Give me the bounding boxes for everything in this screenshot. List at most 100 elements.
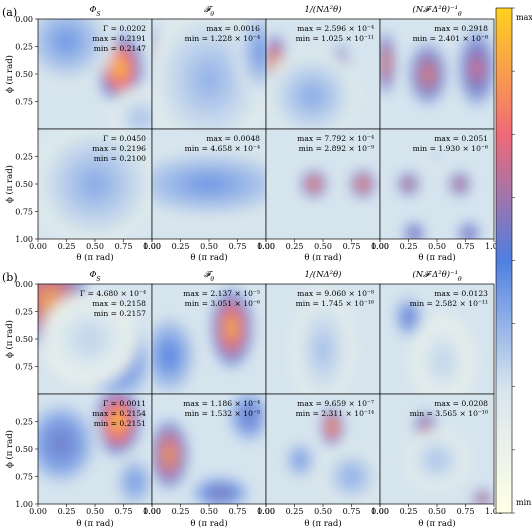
x-axis-label: θ (π rad) <box>76 518 113 529</box>
cell-annotation: Γ = 0.0202 <box>103 24 146 33</box>
heatmap-blob <box>405 38 450 110</box>
heatmap-cell <box>380 394 494 504</box>
column-title-main: 1/(NΔ²θ) <box>304 269 341 280</box>
heatmap-cell <box>380 19 494 129</box>
y-tick-label: 0.25 <box>15 43 33 52</box>
x-tick-label: 0.50 <box>314 242 332 251</box>
x-tick-label: 0.75 <box>343 242 361 251</box>
y-tick-label: 0.50 <box>15 445 33 454</box>
heatmap-blob <box>348 168 378 200</box>
x-tick-label: 0.50 <box>200 507 218 516</box>
heatmap-cell <box>38 129 152 239</box>
column-title-subscript: S <box>96 11 100 18</box>
cell-annotation: max = 2.137 × 10⁻⁵ <box>183 289 260 298</box>
column-title-main: (N𝓕·Δ²θ)⁻¹ <box>412 4 458 15</box>
heatmap-blob <box>406 308 480 394</box>
heatmap-blob <box>152 415 191 494</box>
heatmap-cell <box>152 394 266 504</box>
x-tick-label: 1.00 <box>371 242 389 251</box>
cell-annotation: max = 2.596 × 10⁻⁴ <box>297 24 374 33</box>
heatmap-blob <box>208 284 256 372</box>
x-tick-label: 0.50 <box>428 507 446 516</box>
column-title-subscript: θ <box>458 11 462 18</box>
x-axis-label: θ (π rad) <box>304 252 341 263</box>
heatmap-cell <box>38 394 152 504</box>
x-tick-label: 0.25 <box>400 507 418 516</box>
heatmap-cell <box>38 284 152 394</box>
cell-annotation: Γ = 4.680 × 10⁻⁴ <box>80 289 146 298</box>
x-axis-label: θ (π rad) <box>418 252 455 263</box>
colorbar-gradient <box>495 7 513 514</box>
column-title-subscript: S <box>96 276 100 283</box>
panels: (a) ΦS 𝓕θ 1/(NΔ²θ) (N𝓕·Δ²θ)⁻¹θΓ = 0.0202max … <box>2 4 503 529</box>
heatmap-blob <box>38 394 107 497</box>
heatmap-blob <box>278 433 323 487</box>
x-tick-label: 0.75 <box>457 242 475 251</box>
x-tick-label: 0.25 <box>172 507 190 516</box>
heatmap-blob <box>152 140 266 228</box>
x-tick-label: 0.75 <box>229 507 247 516</box>
panel-b: (b) ΦS 𝓕θ 1/(NΔ²θ) (N𝓕·Δ²θ)⁻¹θΓ = 4.680 × 10… <box>2 269 503 529</box>
cell-annotation: min = 1.745 × 10⁻¹⁶ <box>296 299 374 308</box>
x-tick-label: 0.25 <box>58 507 76 516</box>
column-title-main: Φ <box>89 5 96 15</box>
y-tick-label: 0.50 <box>15 335 33 344</box>
heatmap-blob <box>315 441 380 504</box>
cell-annotation: min = 2.582 × 10⁻¹¹ <box>410 299 488 308</box>
column-title-main: 1/(NΔ²θ) <box>304 4 341 15</box>
heatmap-blob <box>266 43 367 129</box>
column-title-main: Φ <box>89 270 96 280</box>
column-title-subscript: θ <box>458 276 462 283</box>
cell-annotation: Γ = 0.0011 <box>103 399 146 408</box>
x-tick-label: 0.50 <box>200 242 218 251</box>
y-tick-label: 1.00 <box>15 235 33 244</box>
cell-annotation: min = 2.311 × 10⁻¹⁴ <box>296 409 374 418</box>
cell-annotation: max = 9.659 × 10⁻⁷ <box>297 399 374 408</box>
x-axis-label: θ (π rad) <box>190 252 227 263</box>
cell-annotation: min = 3.565 × 10⁻¹⁰ <box>410 409 488 418</box>
cell-annotation: max = 7.792 × 10⁻⁴ <box>297 134 374 143</box>
heatmap-cell <box>152 129 266 239</box>
colorbar: max min <box>495 7 532 514</box>
x-tick-label: 0.75 <box>115 242 133 251</box>
cell-annotation: min = 0.2100 <box>94 154 146 163</box>
x-axis-label: θ (π rad) <box>76 252 113 263</box>
heatmap-blob <box>107 446 152 504</box>
x-tick-label: 0.50 <box>428 242 446 251</box>
panel-label: (a) <box>2 6 17 19</box>
column-title-subscript: θ <box>210 276 214 283</box>
heatmap-blob <box>424 144 450 169</box>
heatmap-blob <box>299 168 329 200</box>
column-title-main: (N𝓕·Δ²θ)⁻¹ <box>412 269 458 280</box>
column-title-main: 𝓕 <box>204 270 214 280</box>
x-tick-label: 0.00 <box>143 507 161 516</box>
heatmap-blob <box>455 24 494 113</box>
x-tick-label: 0.50 <box>86 507 104 516</box>
heatmap-blob <box>38 19 122 94</box>
panel-label: (b) <box>2 271 18 284</box>
x-tick-label: 0.00 <box>371 242 389 251</box>
heatmap-blob <box>400 424 474 496</box>
heatmap-cell <box>152 19 266 129</box>
heatmap-cell <box>38 19 152 129</box>
heatmap-blob <box>152 302 206 394</box>
column-title-subscript: θ <box>210 11 214 18</box>
cell-annotation: max = 0.2191 <box>92 34 146 43</box>
column-title: (N𝓕·Δ²θ)⁻¹θ <box>412 4 462 18</box>
cell-annotation: min = 3.051 × 10⁻⁶ <box>185 299 260 308</box>
column-title: ΦS <box>89 270 100 283</box>
cell-annotation: min = 0.2151 <box>94 419 146 428</box>
cell-annotation: max = 0.0123 <box>434 289 488 298</box>
heatmap-blob <box>395 169 422 199</box>
x-tick-label: 1.00 <box>485 507 503 516</box>
y-tick-label: 0.00 <box>15 15 33 24</box>
x-tick-label: 0.25 <box>286 242 304 251</box>
heatmap-blob <box>319 405 345 449</box>
heatmap-cell <box>266 394 380 504</box>
x-tick-label: 1.00 <box>143 242 161 251</box>
heatmap-blob <box>401 219 427 239</box>
cell-annotation: min = 2.892 × 10⁻⁹ <box>299 144 374 153</box>
x-axis-label: θ (π rad) <box>418 518 455 529</box>
heatmap-blob <box>38 286 145 392</box>
y-tick-label: 0.25 <box>15 418 33 427</box>
